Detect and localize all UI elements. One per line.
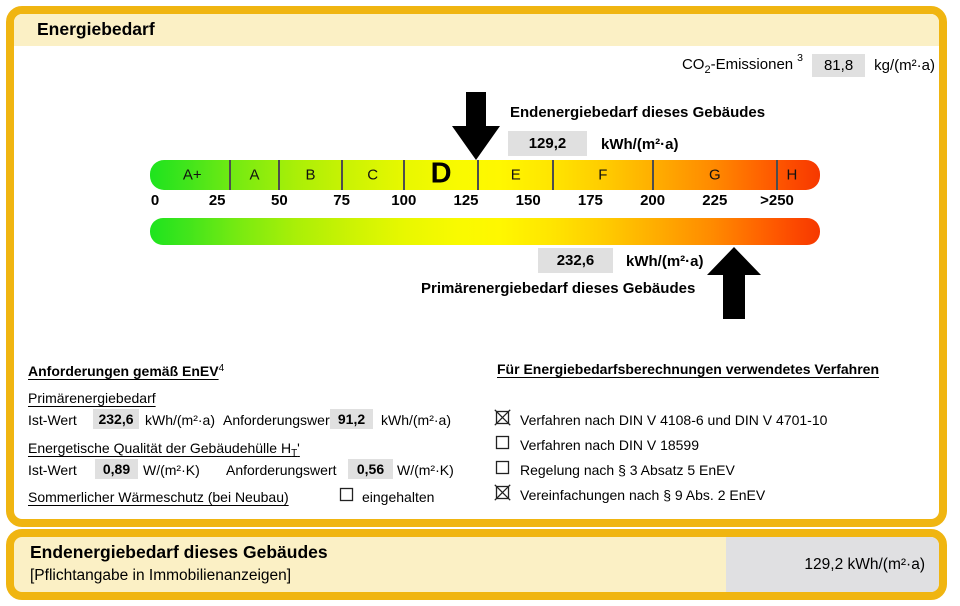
primary-energy-unit: kWh/(m²·a) — [626, 253, 704, 270]
co2-footnote: 3 — [797, 52, 803, 64]
co2-unit: kg/(m²·a) — [874, 57, 935, 74]
energy-scale-band: A+ A B C D E F G H — [150, 157, 820, 190]
scale-tick-125: 125 — [453, 192, 479, 209]
co2-label: CO2-Emissionen — [681, 55, 794, 76]
primary-energy-value-box: 232,6 — [538, 248, 613, 273]
scale-tick-150: 150 — [515, 192, 541, 209]
envelope-ist-unit: W/(m²·K) — [143, 462, 200, 478]
primary-energy-pointer-arrow-icon — [707, 247, 761, 319]
scale-class-G: G — [708, 166, 721, 184]
primary-ist-unit: kWh/(m²·a) — [145, 412, 215, 428]
method-checkbox-par3 — [495, 460, 510, 475]
primary-ist-label: Ist-Wert — [28, 412, 77, 428]
scale-divider — [228, 160, 231, 190]
co2-emissions-row: CO2-Emissionen 3 81,8 kg/(m²·a) — [620, 52, 935, 78]
scale-class-B: B — [305, 166, 316, 184]
scale-divider — [477, 160, 480, 190]
scale-tick-100: 100 — [391, 192, 417, 209]
method-label-par9: Vereinfachungen nach § 9 Abs. 2 EnEV — [520, 487, 766, 503]
panel-header-strip: Energiebedarf — [14, 14, 939, 46]
scale-class-A: A — [249, 166, 260, 184]
scale-tick-200: 200 — [640, 192, 666, 209]
requirements-footnote: 4 — [218, 363, 225, 374]
scale-divider — [340, 160, 343, 190]
summer-heat-checkbox — [339, 487, 354, 502]
co2-value: 81,8 — [811, 54, 866, 77]
footer-value-box: 129,2 kWh/(m²·a) — [726, 537, 939, 592]
scale-tick->250: >250 — [760, 192, 794, 209]
method-checkbox-din4108 — [494, 409, 511, 426]
end-energy-footer-panel: Endenergiebedarf dieses Gebäudes [Pflich… — [6, 529, 947, 600]
envelope-req-label: Anforderungswert — [226, 462, 337, 478]
summer-heat-checkbox-label: eingehalten — [362, 489, 435, 505]
scale-tick-75: 75 — [333, 192, 350, 209]
end-energy-pointer-arrow-icon — [452, 92, 500, 160]
envelope-ist-label: Ist-Wert — [28, 462, 77, 478]
primary-energy-scale-band — [150, 218, 820, 245]
primary-req-value-box: 91,2 — [330, 409, 373, 429]
requirements-heading: Anforderungen gemäß EnEV4 — [28, 363, 225, 379]
method-label-din4108: Verfahren nach DIN V 4108-6 und DIN V 47… — [520, 412, 828, 428]
method-checkbox-din18599 — [495, 435, 510, 450]
scale-divider — [278, 160, 281, 190]
envelope-req-value-box: 0,56 — [348, 459, 393, 479]
methods-heading: Für Energiebedarfsberechnungen verwendet… — [497, 361, 880, 377]
scale-class-E: E — [510, 166, 521, 184]
scale-class-H: H — [786, 166, 798, 184]
footer-title: Endenergiebedarf dieses Gebäudes — [30, 542, 328, 562]
scale-class-D: D — [430, 157, 452, 190]
scale-tick-50: 50 — [271, 192, 288, 209]
scale-class-A+: A+ — [182, 166, 202, 184]
envelope-req-unit: W/(m²·K) — [397, 462, 454, 478]
primary-ist-value-box: 232,6 — [93, 409, 139, 429]
end-energy-title: Endenergiebedarf dieses Gebäudes — [510, 104, 766, 121]
scale-divider — [651, 160, 654, 190]
method-label-par3: Regelung nach § 3 Absatz 5 EnEV — [520, 462, 735, 478]
footer-subtitle: [Pflichtangabe in Immobilienanzeigen] — [30, 567, 292, 584]
scale-divider — [776, 160, 778, 190]
end-energy-unit: kWh/(m²·a) — [601, 136, 679, 153]
summer-heat-protection-heading: Sommerlicher Wärmeschutz (bei Neubau) — [28, 489, 289, 505]
scale-class-C: C — [367, 166, 379, 184]
scale-tick-175: 175 — [577, 192, 603, 209]
primary-energy-title: Primärenergiebedarf dieses Gebäudes — [421, 280, 696, 297]
scale-tick-225: 225 — [702, 192, 728, 209]
scale-class-F: F — [598, 166, 608, 184]
scale-tick-25: 25 — [208, 192, 226, 209]
method-label-din18599: Verfahren nach DIN V 18599 — [520, 437, 700, 453]
method-checkbox-par9 — [494, 484, 511, 501]
scale-tick-0: 0 — [150, 192, 160, 209]
primary-req-label: Anforderungswert — [223, 412, 334, 428]
end-energy-value-box: 129,2 — [508, 131, 587, 156]
energy-scale-ticks: 0 25 50 75 100 125 150 175 200 225 >250 — [150, 192, 820, 210]
envelope-quality-heading: Energetische Qualität der Gebäudehülle H… — [28, 440, 300, 459]
envelope-ist-value-box: 0,89 — [95, 459, 138, 479]
scale-divider — [402, 160, 405, 190]
scale-divider — [552, 160, 555, 190]
primary-energy-requirement-heading: Primärenergiebedarf — [28, 390, 156, 406]
primary-req-unit: kWh/(m²·a) — [381, 412, 451, 428]
page-title: Energiebedarf — [37, 19, 155, 39]
